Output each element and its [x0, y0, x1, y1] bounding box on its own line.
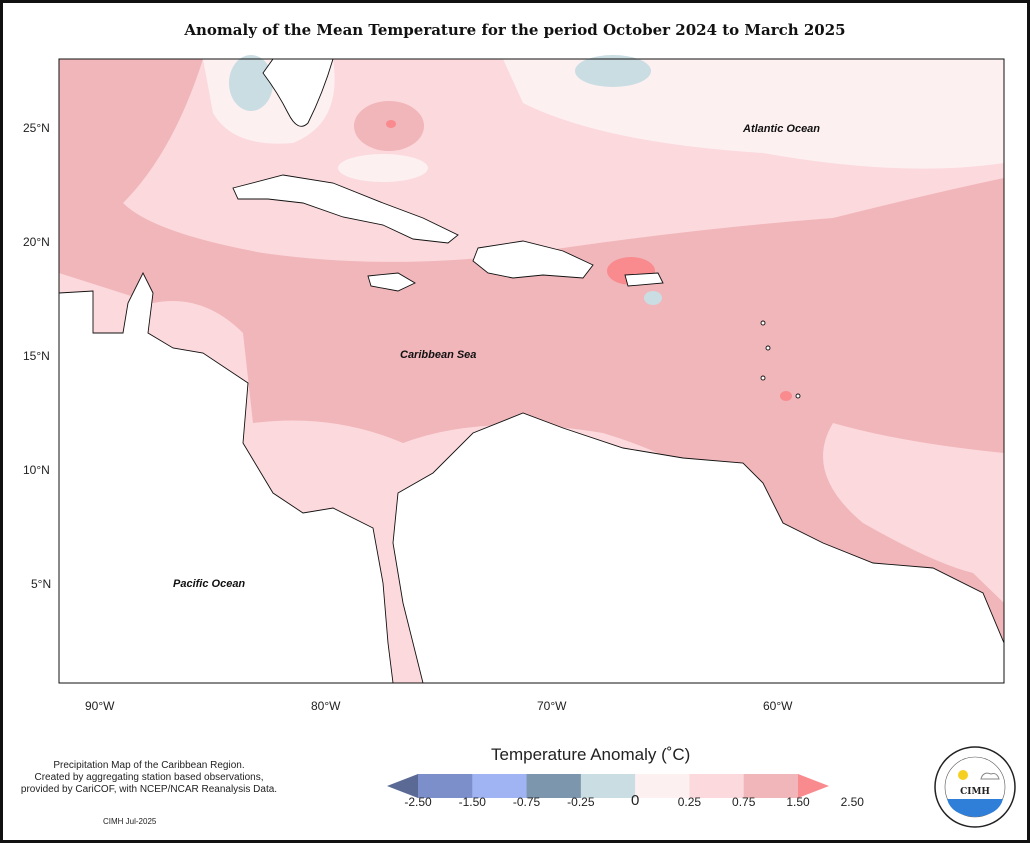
- legend-swatch: [689, 774, 745, 798]
- lat-tick: 20°N: [23, 235, 50, 249]
- legend-swatch: [526, 774, 582, 798]
- lat-tick: 5°N: [31, 577, 52, 591]
- legend-swatch: [743, 774, 799, 798]
- florida: [262, 58, 334, 127]
- cool-anomaly-atlantic: [575, 55, 651, 87]
- note-line: Precipitation Map of the Caribbean Regio…: [53, 760, 245, 771]
- light-anomaly-north-atlantic: [503, 59, 1004, 169]
- legend-break-label: 0.25: [677, 795, 702, 809]
- moderate-anomaly-jamaica: [303, 265, 539, 333]
- lon-tick: 60°W: [763, 699, 793, 713]
- sun-icon: [958, 770, 968, 780]
- cuba: [232, 174, 459, 244]
- data-source-note: Precipitation Map of the Caribbean Regio…: [9, 760, 289, 796]
- legend-swatch: [472, 774, 528, 798]
- central-america: [58, 271, 394, 684]
- strong-anomaly-lesser-antilles: [780, 391, 792, 401]
- credit: CIMH Jul-2025: [103, 817, 157, 826]
- hispaniola: [472, 240, 594, 279]
- lat-tick: 15°N: [23, 349, 50, 363]
- strong-anomaly-bahamas: [386, 120, 396, 128]
- legend-swatch: [635, 774, 690, 798]
- jamaica: [367, 272, 416, 292]
- waves-icon: [947, 799, 1003, 817]
- lon-tick: 90°W: [85, 699, 115, 713]
- lon-tick: 70°W: [537, 699, 567, 713]
- legend-swatch: [580, 774, 636, 798]
- legend-break-label: -0.75: [512, 795, 541, 809]
- legend-break-label: -1.50: [458, 795, 486, 809]
- legend-break-label: 2.50: [840, 795, 864, 809]
- legend-break-label: 0.75: [732, 795, 756, 809]
- map-title: Anomaly of the Mean Temperature for the …: [184, 21, 846, 39]
- puerto-rico: [624, 272, 664, 287]
- label-atlantic: Atlantic Ocean: [743, 123, 821, 135]
- label-caribbean: Caribbean Sea: [400, 349, 477, 361]
- legend-arrow-high: [798, 774, 829, 798]
- land-outlines: [58, 58, 1005, 684]
- cloud-icon: [980, 772, 1000, 780]
- label-pacific: Pacific Ocean: [173, 578, 246, 590]
- lat-tick: 10°N: [23, 463, 50, 477]
- legend-arrow-low: [387, 774, 418, 798]
- svg-text:CIMH: CIMH: [960, 787, 990, 797]
- legend-break-label: 0: [630, 792, 640, 809]
- legend-title: Temperature Anomaly (˚C): [491, 745, 691, 764]
- cool-anomaly-pr: [644, 291, 662, 305]
- light-anomaly-bahamas: [338, 154, 428, 182]
- lon-tick: 80°W: [311, 699, 341, 713]
- cimh-logo: CIMH: [934, 746, 1016, 828]
- anomaly-map: [58, 55, 1005, 798]
- lat-tick: 25°N: [23, 121, 50, 135]
- legend-break-label: 1.50: [786, 795, 810, 809]
- map-border: [58, 58, 1005, 684]
- cool-anomaly-gulf: [229, 55, 273, 111]
- legend-break-label: -0.25: [567, 795, 595, 809]
- note-line: provided by CariCOF, with NCEP/NCAR Rean…: [20, 784, 278, 795]
- legend-break-label: -2.50: [404, 795, 432, 809]
- legend-colorbar: [387, 774, 829, 798]
- note-line: Created by aggregating station based obs…: [34, 772, 264, 783]
- legend-swatch: [418, 774, 473, 798]
